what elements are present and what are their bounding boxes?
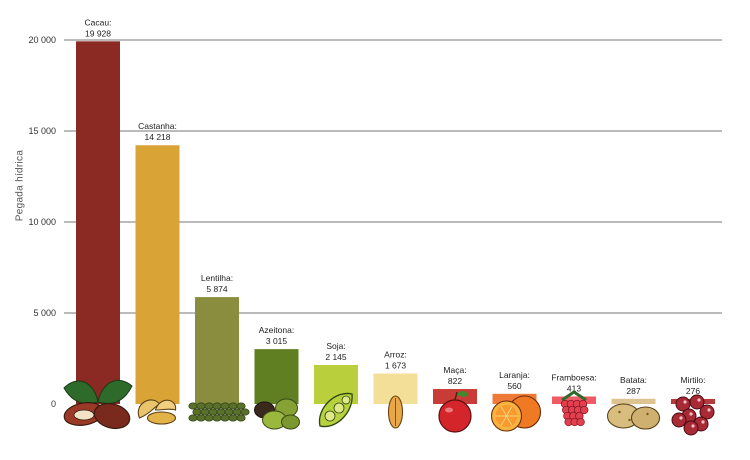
- bar-value-label: 2 145: [325, 352, 347, 362]
- bar-category-label: Mirtilo:: [680, 375, 705, 385]
- bar: [195, 297, 239, 404]
- bar-category-label: Lentilha:: [201, 273, 233, 283]
- olive-icon: [254, 398, 300, 430]
- bar-category-label: Laranja:: [499, 370, 530, 380]
- bar-value-label: 287: [626, 386, 640, 396]
- bar-value-label: 3 015: [266, 336, 288, 346]
- cacao-icon: [63, 380, 133, 430]
- y-axis-ticks: 0 5 000 10 000 15 000 20 000: [28, 35, 56, 409]
- orange-icon: [490, 395, 542, 432]
- y-tick-label: 10 000: [28, 217, 56, 227]
- food-icons: [63, 380, 715, 436]
- bar-category-label: Azeitona:: [259, 325, 294, 335]
- y-tick-label: 15 000: [28, 126, 56, 136]
- soy-icon: [318, 392, 353, 428]
- bar-category-label: Cacau:: [85, 17, 112, 27]
- bar-category-label: Batata:: [620, 375, 647, 385]
- y-tick-label: 5 000: [33, 308, 56, 318]
- y-axis-label: Pegada hídrica: [14, 149, 26, 222]
- bar: [254, 349, 299, 404]
- bar-value-label: 413: [567, 383, 581, 393]
- bar-value-label: 822: [448, 376, 462, 386]
- y-tick-label: 20 000: [28, 35, 56, 45]
- bar-value-label: 560: [507, 381, 521, 391]
- rice-icon: [387, 395, 404, 429]
- bar-category-label: Maça:: [443, 365, 466, 375]
- data-labels: Cacau:19 928 Castanha:14 218 Lentilha:5 87…: [85, 17, 706, 396]
- bar-value-label: 5 874: [206, 284, 228, 294]
- bar: [552, 396, 596, 404]
- potato-icon: [606, 403, 661, 430]
- bar: [611, 398, 656, 404]
- bar-value-label: 19 928: [85, 28, 111, 38]
- bar-category-label: Castanha:: [138, 121, 177, 131]
- bar: [135, 145, 180, 404]
- cashew-icon: [137, 399, 177, 425]
- bar-value-label: 276: [686, 386, 700, 396]
- y-tick-label: 0: [51, 399, 56, 409]
- bar: [76, 41, 120, 405]
- bar-value-label: 14 218: [145, 132, 171, 142]
- bar-category-label: Framboesa:: [551, 372, 596, 382]
- bar-category-label: Soja:: [326, 341, 345, 351]
- bar-category-label: Arroz:: [384, 350, 407, 360]
- bar-value-label: 1 673: [385, 361, 407, 371]
- apple-icon: [438, 390, 472, 433]
- raspberry-icon: [560, 390, 589, 427]
- blueberry-icon: [671, 394, 715, 436]
- lentil-icon: [188, 402, 250, 422]
